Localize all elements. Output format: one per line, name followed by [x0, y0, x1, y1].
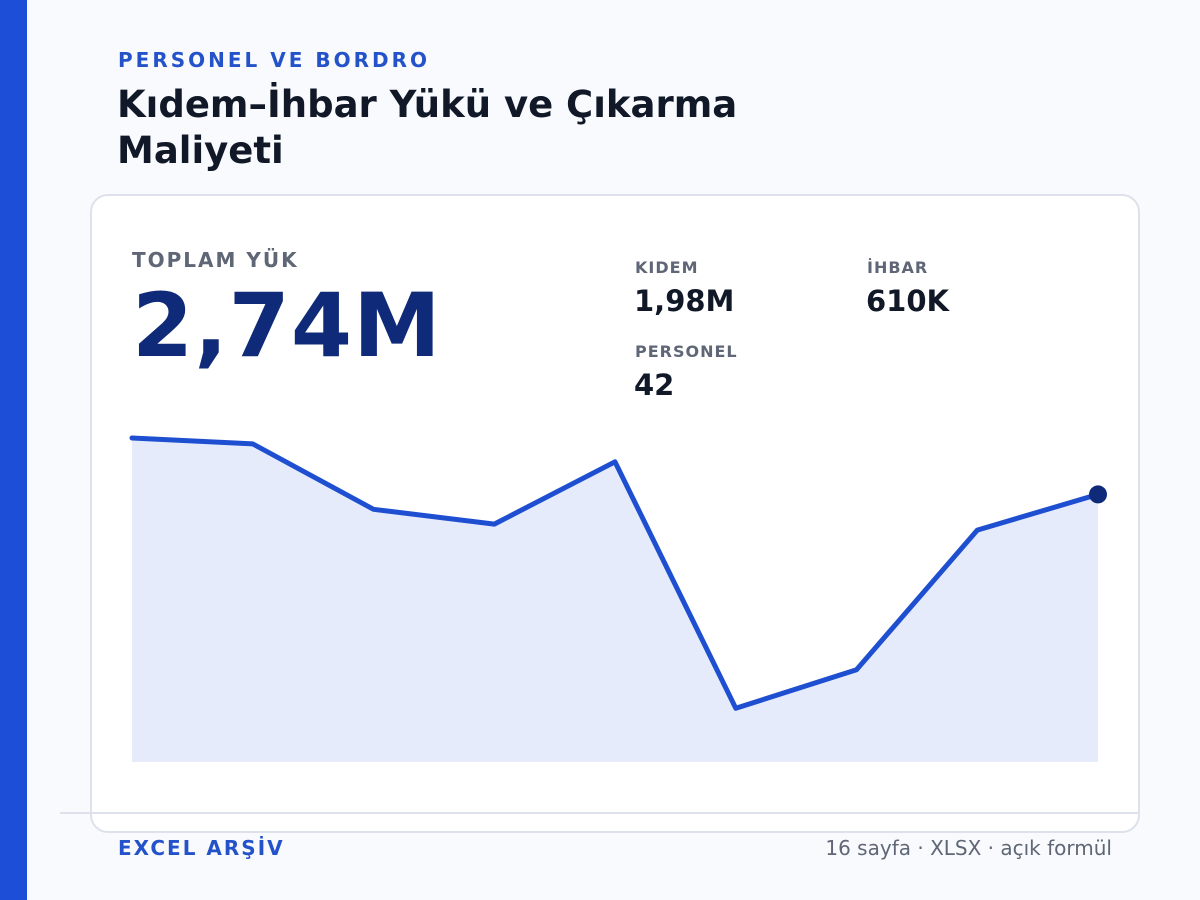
notice-label: İHBAR: [867, 258, 929, 277]
severance-label: KIDEM: [635, 258, 699, 277]
footer-meta: 16 sayfa · XLSX · açık formül: [825, 836, 1112, 860]
total-burden-label: TOPLAM YÜK: [132, 248, 299, 272]
notice-value: 610K: [866, 284, 950, 318]
headcount-value: 42: [634, 368, 675, 402]
headcount-label: PERSONEL: [635, 342, 738, 361]
section-eyebrow: PERSONEL VE BORDRO: [118, 48, 430, 72]
total-burden-value: 2,74M: [132, 274, 442, 377]
page-title: Kıdem–İhbar Yükü ve Çıkarma Maliyeti: [117, 83, 738, 172]
accent-bar: [0, 0, 27, 900]
footer-divider: [60, 812, 1140, 814]
footer-brand: EXCEL ARŞİV: [118, 836, 285, 860]
severance-value: 1,98M: [634, 284, 735, 318]
